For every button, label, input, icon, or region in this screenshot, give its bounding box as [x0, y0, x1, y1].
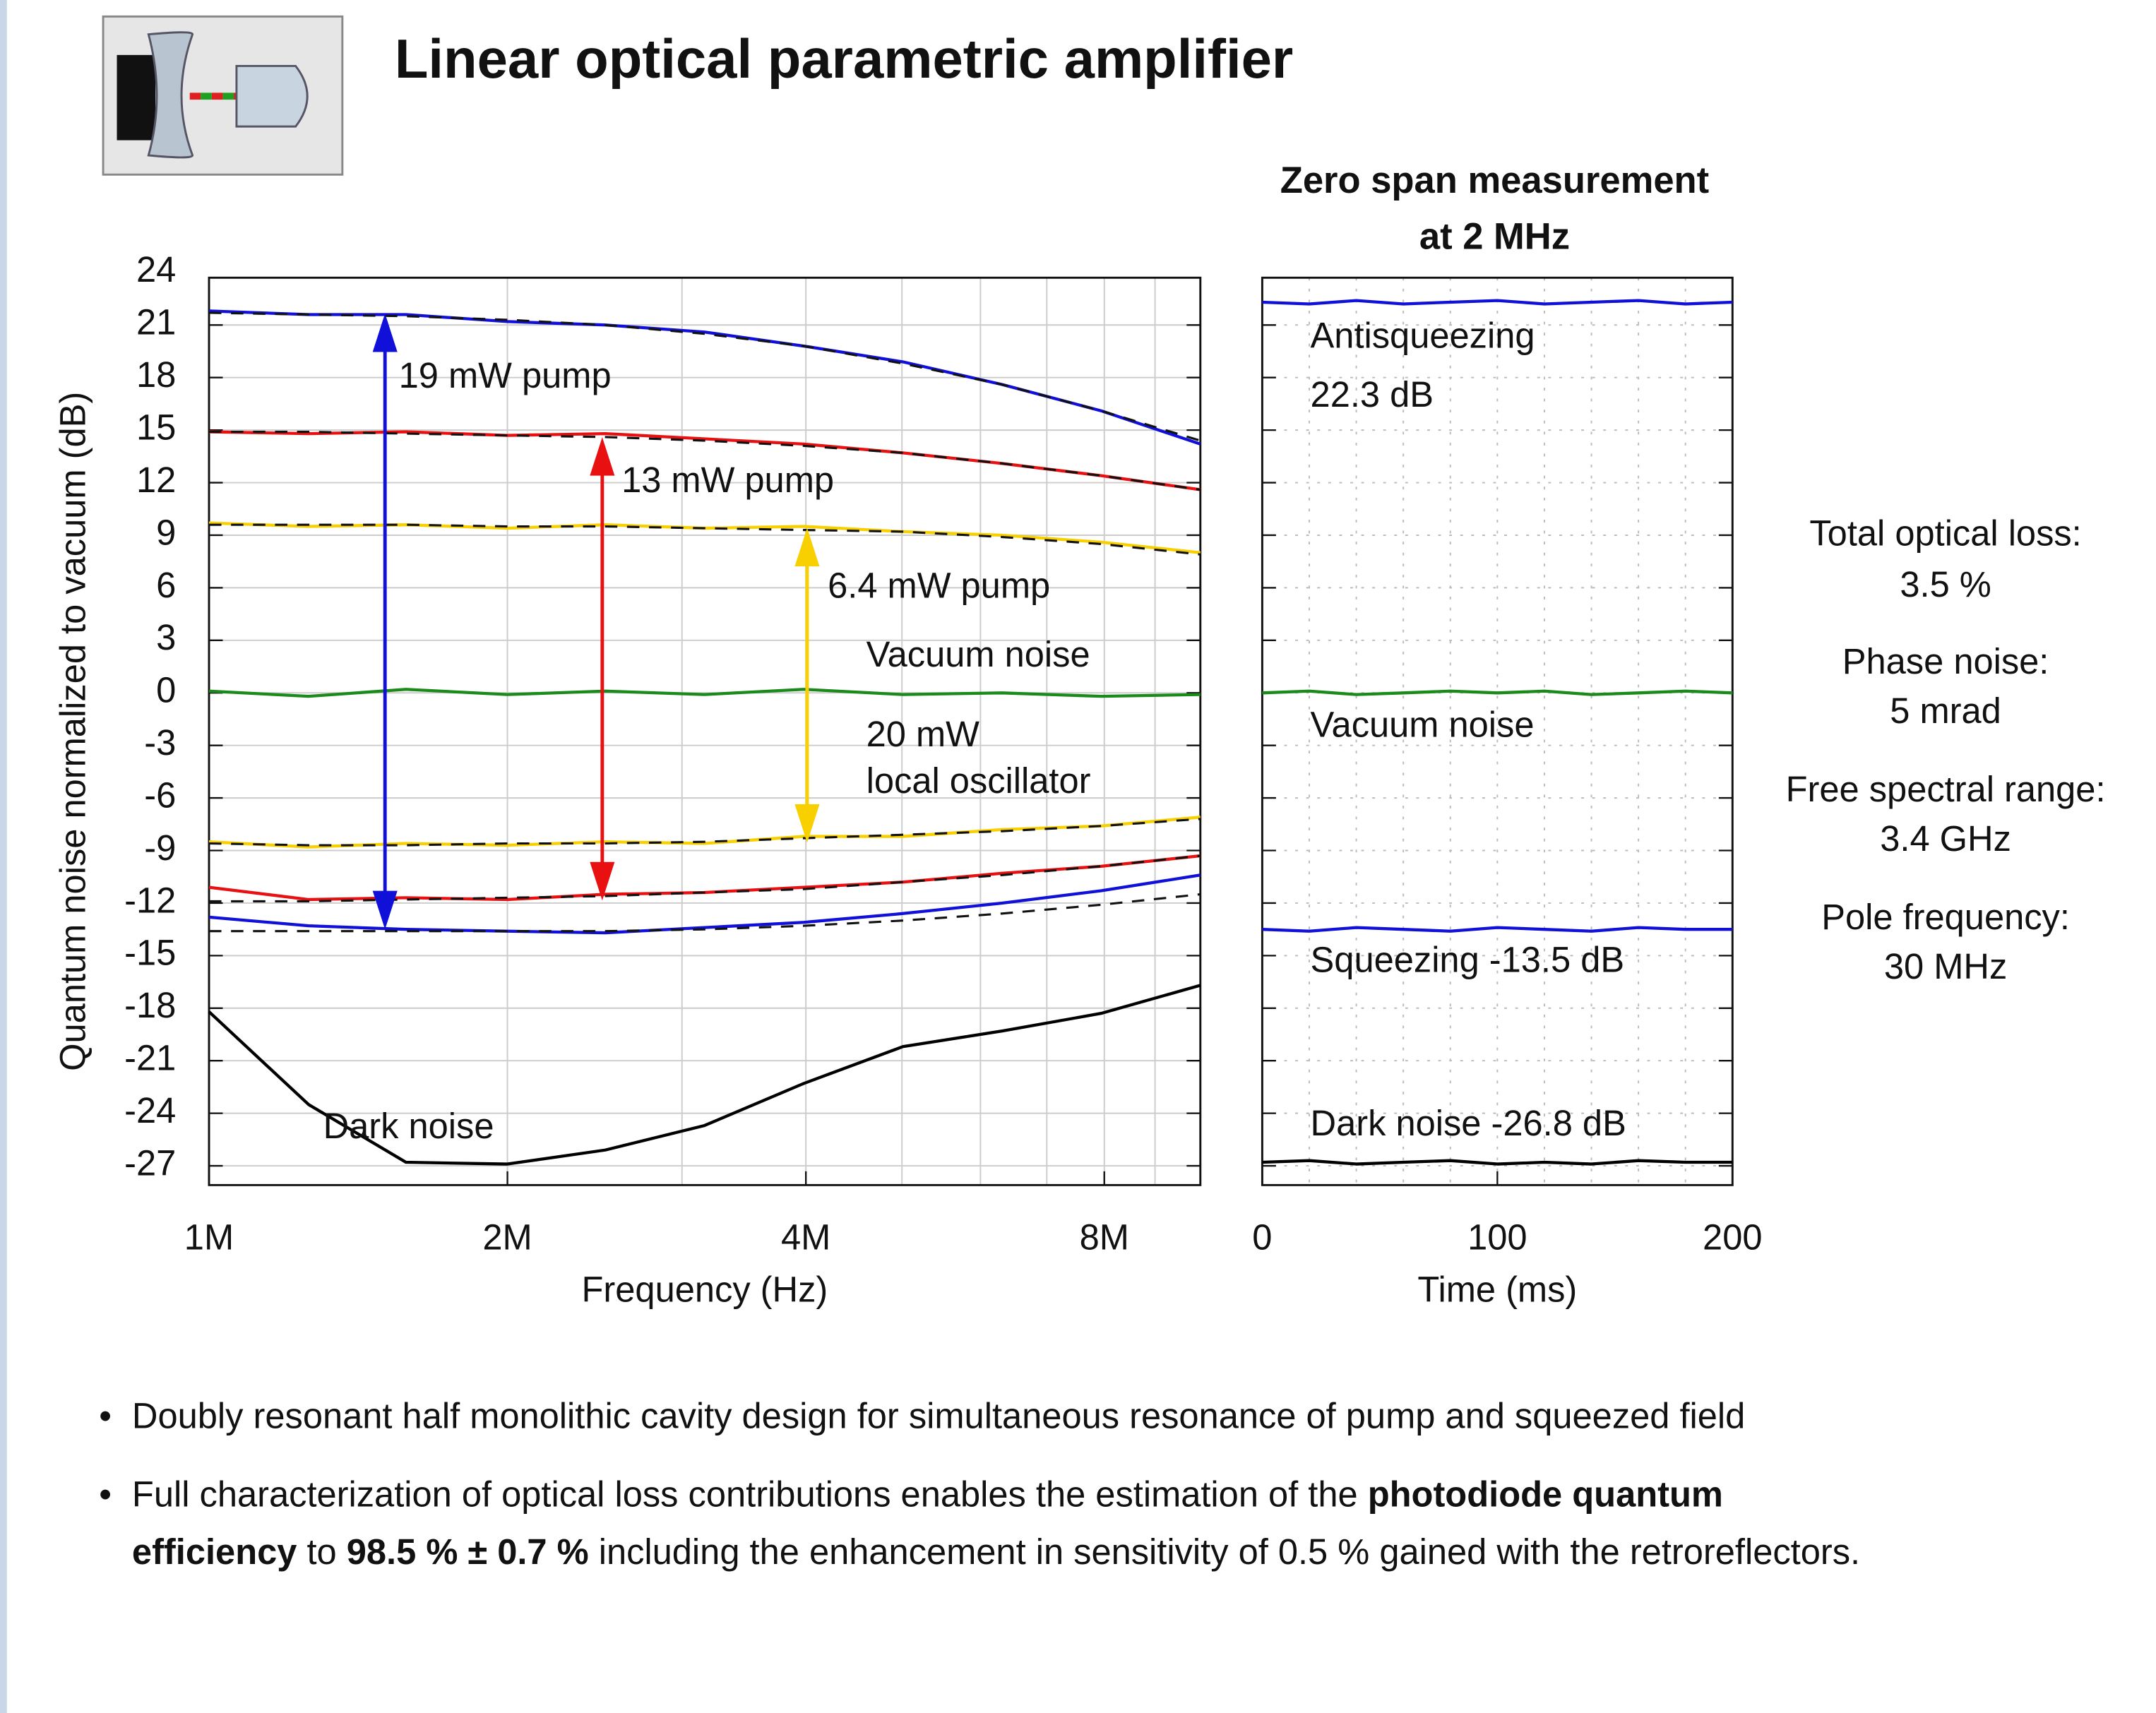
annotation: Vacuum noise — [866, 634, 1090, 674]
y-tick-label: 18 — [136, 354, 176, 395]
x-tick-label: 200 — [1703, 1217, 1762, 1258]
y-tick-label: -3 — [144, 722, 176, 763]
page: Linear optical parametric amplifier 24 21… — [0, 0, 2156, 1713]
side-note: 30 MHz — [1884, 946, 2007, 986]
side-note: Pole frequency: — [1821, 897, 2070, 937]
bullet-run: efficiency — [132, 1532, 297, 1572]
y-tick-label: 12 — [136, 460, 176, 500]
y-axis-label: Quantum noise normalized to vacuum (dB) — [52, 392, 93, 1071]
bullet-text: Full characterization of optical loss co… — [132, 1474, 1723, 1515]
y-tick-label: 24 — [136, 249, 176, 290]
bullet-run: 98.5 % ± 0.7 % — [347, 1532, 589, 1572]
side-note: 5 mrad — [1890, 691, 2001, 731]
x-tick-label: 100 — [1467, 1217, 1527, 1258]
bullet-run: to — [297, 1532, 346, 1572]
side-note: 3.5 % — [1900, 564, 1991, 604]
page-title: Linear optical parametric amplifier — [395, 28, 1293, 90]
annotation: 22.3 dB — [1311, 374, 1434, 414]
bullets: • Doubly resonant half monolithic cavity … — [99, 1396, 1860, 1572]
annotation: Squeezing -13.5 dB — [1311, 939, 1625, 979]
x-tick-label: 0 — [1252, 1217, 1272, 1258]
annotation: Antisqueezing — [1311, 315, 1535, 355]
x-tick-label: 4M — [781, 1217, 830, 1258]
y-tick-label: 0 — [156, 670, 176, 710]
annotation: Dark noise -26.8 dB — [1311, 1103, 1626, 1143]
bullet-run: Doubly resonant half monolithic cavity d… — [132, 1396, 1745, 1436]
y-tick-label: -15 — [124, 933, 176, 973]
y-tick-label: 3 — [156, 617, 176, 657]
y-tick-label: 9 — [156, 512, 176, 552]
annotation: 20 mW — [866, 714, 980, 754]
bullet-text: Doubly resonant half monolithic cavity d… — [132, 1396, 1745, 1436]
y-tick-label: -9 — [144, 828, 176, 868]
y-tick-label: -12 — [124, 880, 176, 920]
y-tick-label: -27 — [124, 1142, 176, 1183]
bullet-text: efficiency to 98.5 % ± 0.7 % including t… — [132, 1532, 1860, 1572]
bullet-run: including the enhancement in sensitivity… — [589, 1532, 1860, 1572]
side-note: Total optical loss: — [1809, 513, 2081, 554]
bullet-marker: • — [99, 1474, 112, 1515]
background — [0, 0, 2156, 1713]
annotation: local oscillator — [866, 760, 1091, 801]
y-tick-label: -6 — [144, 775, 176, 815]
annotation: 19 mW pump — [399, 355, 612, 395]
annotation: 13 mW pump — [621, 460, 834, 500]
y-tick-label: -21 — [124, 1038, 176, 1078]
chart-subtitle: at 2 MHz — [1419, 216, 1570, 258]
y-tick-label: 6 — [156, 565, 176, 605]
x-tick-label: 2M — [482, 1217, 532, 1258]
annotation: Vacuum noise — [1311, 704, 1535, 744]
y-tick-label: -24 — [124, 1090, 176, 1130]
x-axis-label: Frequency (Hz) — [582, 1270, 828, 1310]
x-axis-label: Time (ms) — [1417, 1270, 1577, 1310]
annotation: Dark noise — [323, 1106, 494, 1146]
bullet-marker: • — [99, 1396, 112, 1436]
left-border — [0, 0, 7, 1713]
y-tick-label: 21 — [136, 302, 176, 342]
slide: Linear optical parametric amplifier 24 21… — [0, 0, 2156, 1713]
annotation: 6.4 mW pump — [828, 566, 1050, 606]
x-tick-label: 8M — [1080, 1217, 1129, 1258]
side-note: Phase noise: — [1842, 641, 2049, 681]
side-note: 3.4 GHz — [1880, 818, 2011, 859]
y-tick-label: 15 — [136, 407, 176, 448]
y-tick-label: -18 — [124, 985, 176, 1025]
icon — [103, 16, 343, 174]
chart-title: Zero span measurement — [1280, 160, 1709, 201]
bullet-run: photodiode quantum — [1368, 1474, 1723, 1515]
x-tick-label: 1M — [184, 1217, 234, 1258]
side-note: Free spectral range: — [1786, 769, 2106, 809]
bullet-run: Full characterization of optical loss co… — [132, 1474, 1368, 1515]
